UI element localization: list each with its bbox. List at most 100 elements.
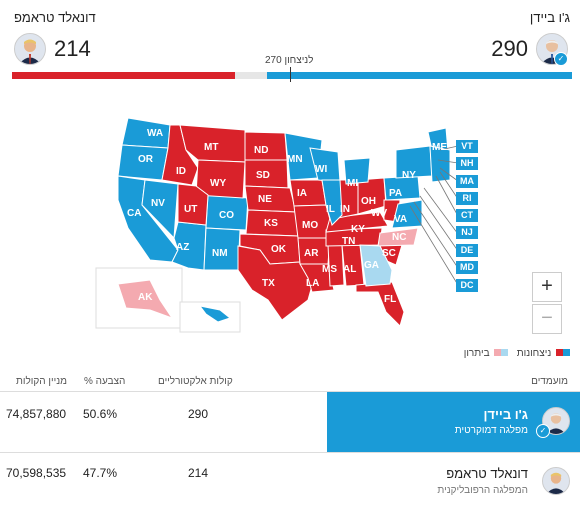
zoom-in-button[interactable]: +: [532, 272, 562, 302]
table-header-divider: [0, 391, 580, 392]
state-ak: [117, 279, 174, 319]
trump-electoral-votes: 214: [54, 36, 91, 61]
svg-text:NM: NM: [212, 248, 228, 259]
header-votes: מניין הקולות: [16, 376, 67, 387]
trump-avatar: [14, 33, 46, 65]
row-trump-avatar: [542, 467, 570, 495]
state-box-ma[interactable]: MA: [456, 175, 478, 188]
table-row-divider: [0, 452, 580, 453]
state-la: [299, 263, 335, 293]
row-votes: 74,857,880: [6, 407, 67, 421]
state-box-ri[interactable]: RI: [456, 192, 478, 205]
row-name: ג'ו ביידן: [483, 407, 528, 422]
row-electoral: 290: [188, 407, 209, 421]
svg-text:ND: ND: [254, 145, 268, 156]
svg-text:MO: MO: [302, 220, 318, 231]
map-legend: ניצחונות ביתרון: [464, 348, 570, 359]
svg-text:OK: OK: [271, 244, 287, 255]
state-box-vt[interactable]: VT: [456, 140, 478, 153]
us-electoral-map[interactable]: WA OR CA NV ID MT WY UT AZ CO NM ND SD NE KS OK TX M…: [90, 110, 510, 340]
biden-avatar: [536, 33, 568, 65]
svg-text:NV: NV: [151, 198, 165, 209]
row-pct: 47.7%: [83, 466, 118, 480]
biden-electoral-votes: 290: [491, 36, 528, 61]
state-hi: [198, 305, 232, 323]
svg-text:SC: SC: [382, 248, 396, 259]
svg-text:MS: MS: [322, 264, 337, 275]
biden-bar: [267, 72, 572, 79]
row-party: המפלגה הרפובליקנית: [437, 485, 528, 496]
state-ne-small: [429, 145, 451, 183]
legend-dem-swatch: [563, 349, 570, 356]
table-row-trump[interactable]: 70,598,535 47.7% 214 דונאלד טראמפ המפלגה…: [0, 453, 580, 510]
threshold-label: 270 לניצחון: [265, 55, 314, 66]
svg-text:AZ: AZ: [176, 242, 189, 253]
row-pct: 50.6%: [83, 407, 118, 421]
svg-text:UT: UT: [184, 204, 197, 215]
svg-text:CO: CO: [219, 210, 234, 221]
state-ut: [177, 183, 209, 226]
row-winner-check-icon: ✓: [536, 424, 550, 438]
undecided-bar: [235, 72, 267, 79]
svg-text:AL: AL: [343, 264, 356, 275]
candidate-name-biden: ג'ו ביידן: [529, 10, 570, 25]
state-box-de[interactable]: DE: [456, 244, 478, 257]
state-nc: [377, 227, 419, 247]
svg-text:SD: SD: [256, 170, 270, 181]
table-row-biden[interactable]: 74,857,880 50.6% 290 ✓ ג'ו ביידן מפלגה ד…: [0, 392, 580, 452]
alaska-inset: [95, 267, 183, 329]
svg-text:FL: FL: [384, 294, 396, 305]
svg-text:WA: WA: [147, 128, 163, 139]
state-mi: [343, 157, 371, 185]
svg-text:WI: WI: [315, 164, 327, 175]
legend-rep-swatch: [556, 349, 563, 356]
state-box-dc[interactable]: DC: [456, 279, 478, 292]
trump-bar: [12, 72, 235, 79]
row-votes: 70,598,535: [6, 466, 67, 480]
state-ia: [289, 179, 327, 207]
svg-text:WV: WV: [371, 208, 387, 219]
state-box-md[interactable]: MD: [456, 261, 478, 274]
svg-text:KY: KY: [351, 224, 365, 235]
state-fl: [355, 281, 405, 327]
threshold-marker: [290, 67, 291, 82]
state-tx: [237, 245, 316, 321]
svg-text:TN: TN: [342, 236, 355, 247]
svg-text:IA: IA: [297, 188, 307, 199]
svg-text:LA: LA: [306, 278, 319, 289]
svg-text:AK: AK: [138, 292, 153, 303]
svg-text:KS: KS: [264, 218, 278, 229]
header-electoral: קולות אלקטורליים: [158, 376, 233, 387]
row-electoral: 214: [188, 466, 209, 480]
header-pct: % הצבעה: [84, 376, 126, 387]
svg-text:TX: TX: [262, 278, 275, 289]
state-wy: [195, 159, 246, 199]
svg-text:MT: MT: [204, 142, 218, 153]
svg-text:WY: WY: [210, 178, 226, 189]
header-candidates: מועמדים: [531, 376, 568, 387]
svg-text:IN: IN: [340, 204, 350, 215]
svg-text:ME: ME: [432, 142, 447, 153]
electoral-progress-bar: [12, 67, 572, 82]
state-box-ct[interactable]: CT: [456, 209, 478, 222]
legend-leading-label: ביתרון: [463, 348, 490, 359]
svg-text:MN: MN: [287, 154, 303, 165]
state-box-nh[interactable]: NH: [456, 157, 478, 170]
svg-text:VA: VA: [394, 214, 407, 225]
svg-text:CA: CA: [127, 208, 141, 219]
svg-text:OR: OR: [138, 154, 154, 165]
legend-dem-light-swatch: [501, 349, 509, 356]
winner-check-icon: ✓: [554, 52, 568, 66]
legend-wins-label: ניצחונות: [516, 348, 552, 359]
zoom-out-button[interactable]: −: [532, 304, 562, 334]
legend-rep-light-swatch: [494, 349, 502, 356]
state-box-nj[interactable]: NJ: [456, 226, 478, 239]
svg-text:ID: ID: [176, 166, 186, 177]
svg-text:IL: IL: [326, 204, 335, 215]
state-ga: [359, 244, 393, 287]
svg-text:MI: MI: [347, 178, 358, 189]
svg-text:OH: OH: [361, 196, 376, 207]
svg-text:PA: PA: [389, 188, 402, 199]
svg-text:NC: NC: [392, 232, 406, 243]
svg-text:NY: NY: [402, 170, 416, 181]
